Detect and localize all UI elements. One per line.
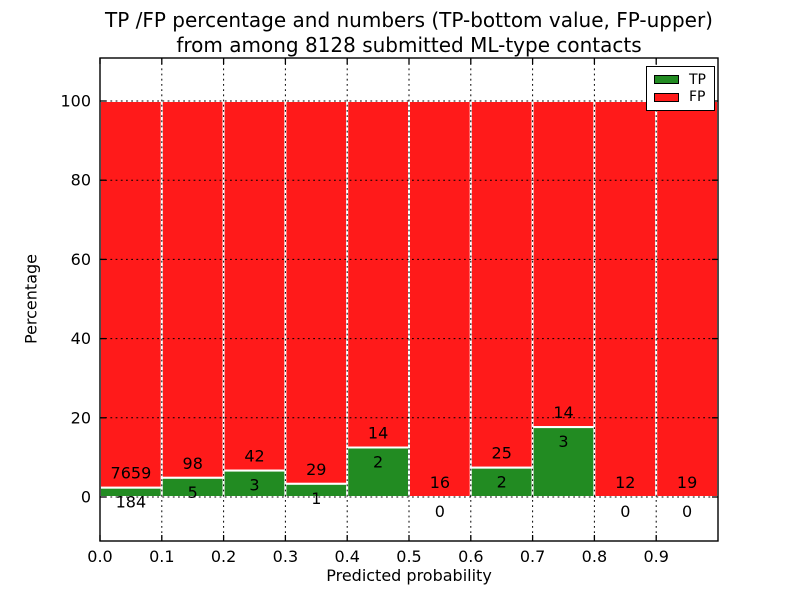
tp-count-label: 0: [435, 502, 445, 521]
fp-count-label: 98: [183, 454, 203, 473]
fp-count-label: 7659: [111, 464, 152, 483]
x-tick-label: 0.9: [643, 547, 668, 566]
bar-fp-segment: [408, 100, 472, 498]
tp-count-label: 0: [620, 502, 630, 521]
tp-count-label: 0: [682, 502, 692, 521]
fp-count-label: 29: [306, 460, 326, 479]
y-tick-label: 80: [71, 171, 91, 190]
tp-count-label: 1: [311, 489, 321, 508]
bar-fp-segment: [593, 100, 658, 498]
chart-title-line1: TP /FP percentage and numbers (TP-bottom…: [105, 8, 713, 32]
tp-count-label: 3: [558, 432, 568, 451]
fp-legend-label: FP: [689, 89, 706, 106]
x-tick-label: 0.4: [334, 547, 359, 566]
tp-legend-swatch: [654, 75, 679, 85]
fp-count-label: 25: [492, 444, 512, 463]
bar-fp-segment: [655, 100, 720, 498]
legend: TP FP: [646, 66, 715, 111]
fp-count-label: 16: [430, 473, 450, 492]
tp-legend-label: TP: [689, 71, 706, 88]
bar-fp-segment: [346, 100, 411, 449]
x-tick-label: 0.6: [458, 547, 483, 566]
tp-count-label: 2: [497, 473, 507, 492]
y-tick-label: 20: [71, 408, 91, 427]
x-tick-label: 0.1: [149, 547, 174, 566]
fp-count-label: 19: [677, 473, 697, 492]
y-axis-label: Percentage: [21, 253, 41, 345]
bar-fp-segment: [222, 100, 287, 472]
bar-fp-segment: [99, 100, 163, 489]
legend-item-fp: FP: [654, 90, 708, 104]
x-tick-label: 0.2: [211, 547, 236, 566]
fp-legend-swatch: [654, 92, 679, 102]
tp-count-label: 5: [188, 483, 198, 502]
y-tick-label: 60: [71, 250, 91, 269]
y-tick-label: 0: [81, 488, 91, 507]
fp-count-label: 12: [615, 473, 635, 492]
x-tick-label: 0.0: [87, 547, 112, 566]
x-tick-label: 0.7: [520, 547, 545, 566]
x-tick-label: 0.8: [582, 547, 607, 566]
bar-fp-segment: [469, 100, 534, 469]
bar-fp-segment: [160, 100, 225, 479]
tp-count-label: 3: [249, 476, 259, 495]
bar-tp-segment: [346, 446, 411, 498]
fp-count-label: 14: [368, 424, 388, 443]
fp-count-label: 14: [553, 403, 573, 422]
fp-count-label: 42: [244, 447, 264, 466]
x-tick-label: 0.5: [396, 547, 421, 566]
legend-item-tp: TP: [654, 73, 708, 87]
y-tick-label: 100: [60, 92, 91, 111]
tp-count-label: 2: [373, 453, 383, 472]
bar-fp-segment: [284, 100, 349, 485]
x-tick-label: 0.3: [273, 547, 298, 566]
bar-tp-segment: [531, 426, 596, 498]
y-tick-label: 40: [71, 329, 91, 348]
chart-title: TP /FP percentage and numbers (TP-bottom…: [100, 8, 718, 58]
x-axis-label: Predicted probability: [326, 566, 492, 585]
tp-count-label: 184: [116, 493, 147, 512]
bar-fp-segment: [531, 100, 596, 429]
chart-title-line2: from among 8128 submitted ML-type contac…: [176, 33, 642, 57]
